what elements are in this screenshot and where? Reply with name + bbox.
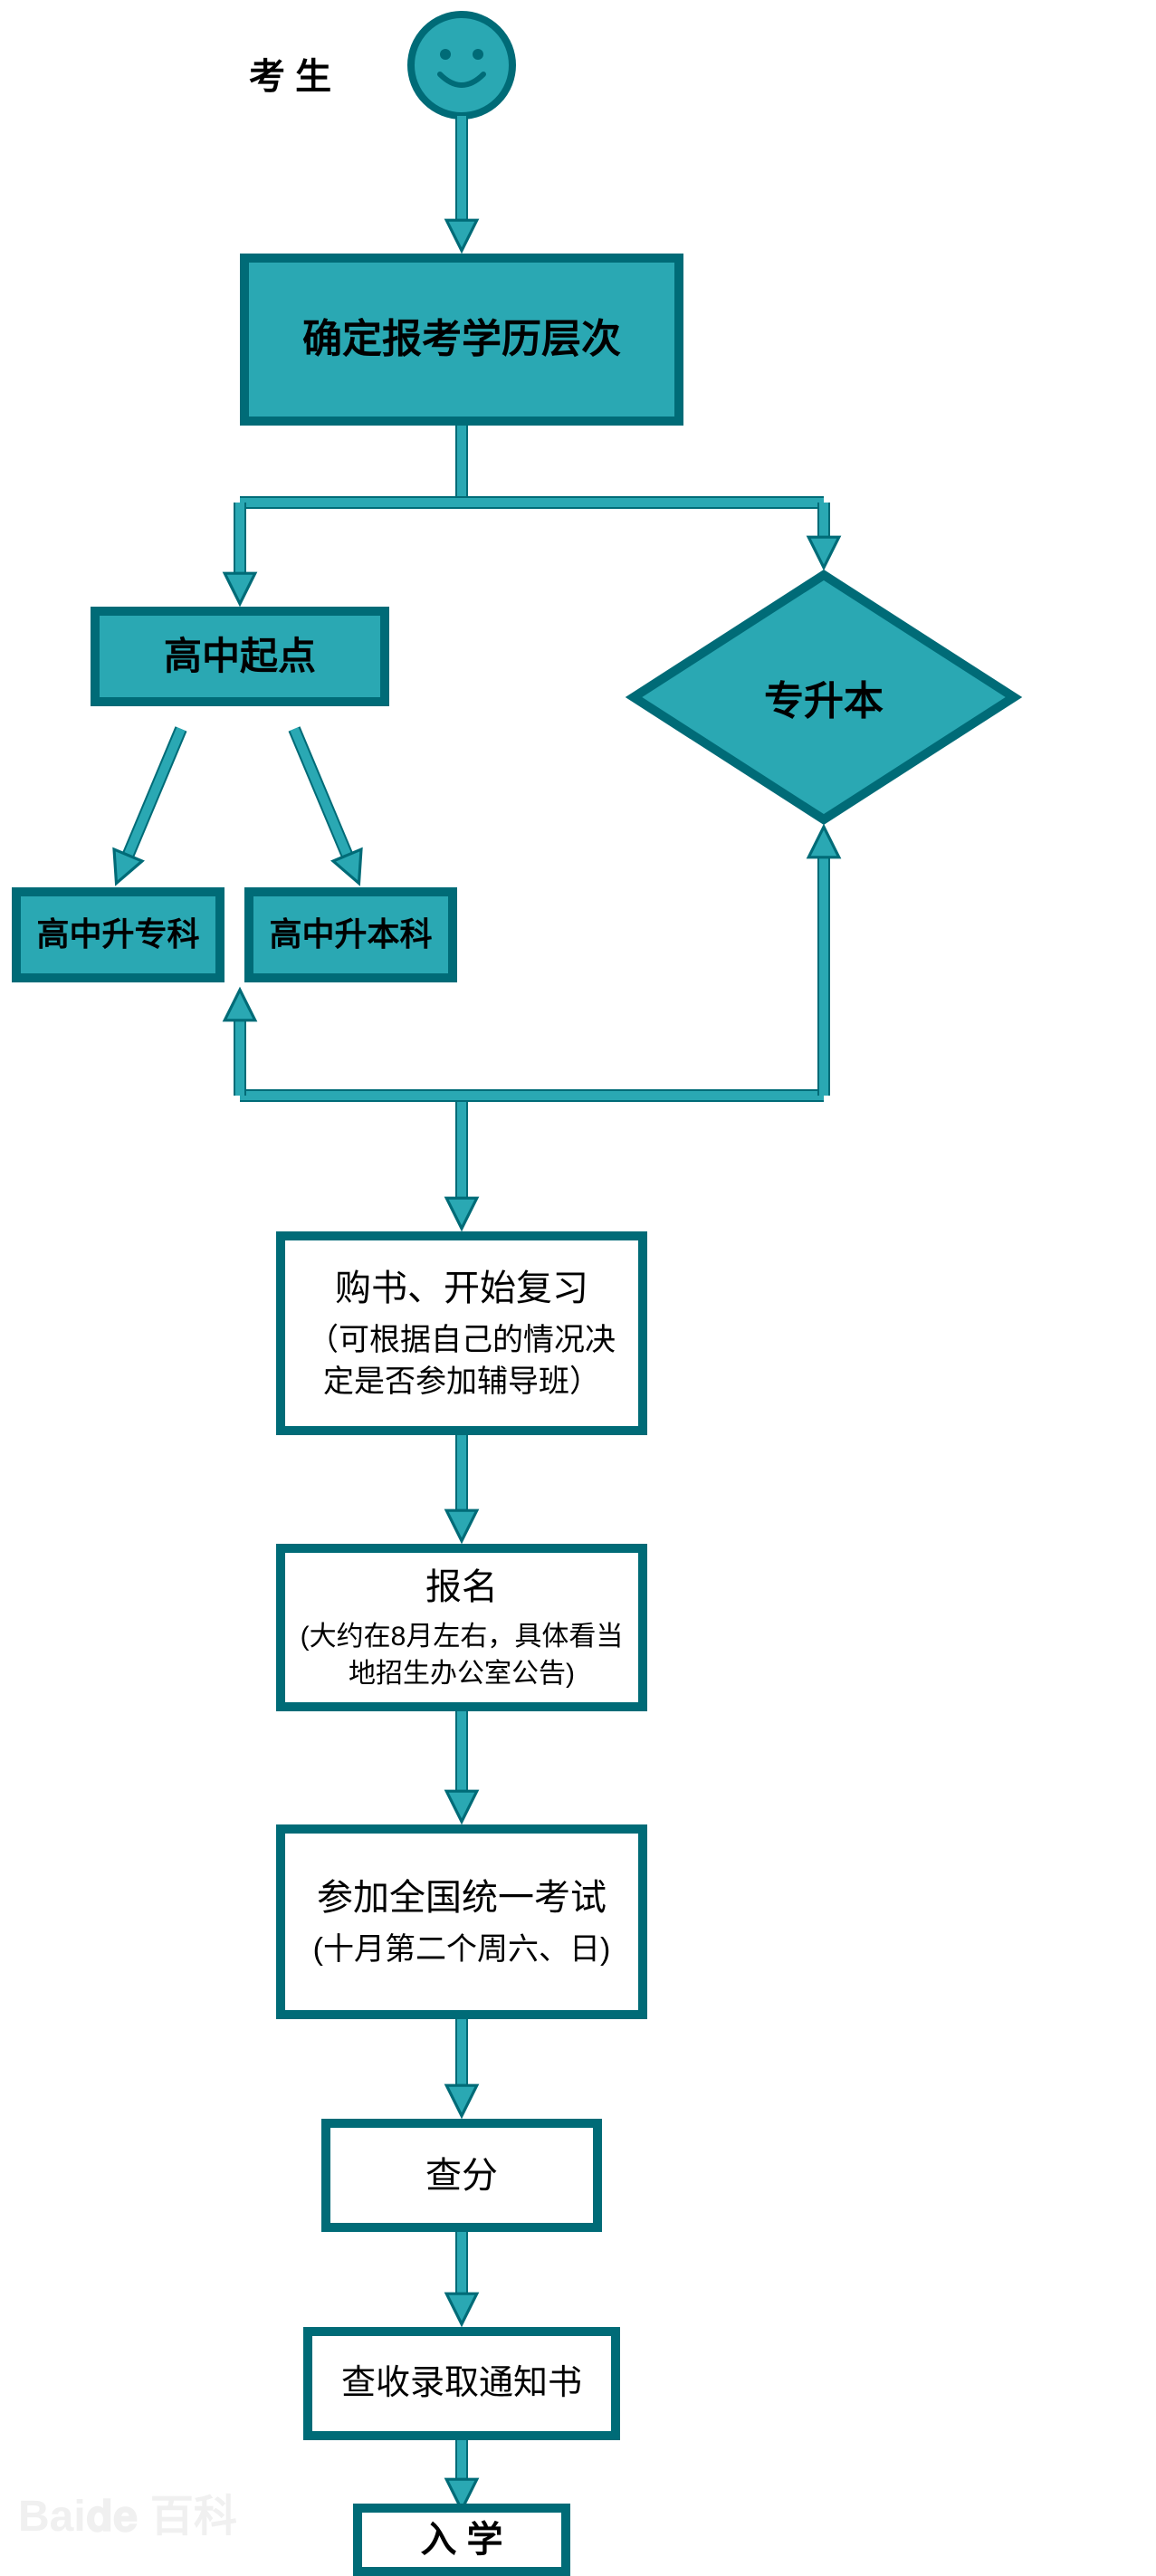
- node-hs-to-associate: 高中升专科: [16, 892, 220, 978]
- flowchart-canvas: { "type": "flowchart", "background_color…: [0, 0, 1156, 2576]
- node-register: 报名 (大约在8月左右，具体看当地招生办公室公告): [281, 1548, 643, 1707]
- node-title: 高中升专科: [36, 913, 199, 957]
- node-title: 参加全国统一考试: [317, 1873, 607, 1922]
- node-buy-books-review: 购书、开始复习 （可根据自己的情况决定是否参加辅导班）: [281, 1236, 643, 1431]
- node-subtitle: （可根据自己的情况决定是否参加辅导班）: [293, 1320, 630, 1403]
- start-label: 考 生: [249, 53, 331, 101]
- node-zhuanshengben: 专升本: [634, 575, 1014, 819]
- node-title: 查分: [425, 2151, 498, 2200]
- node-title: 入 学: [420, 2515, 502, 2564]
- node-title: 购书、开始复习: [335, 1264, 588, 1313]
- node-check-score: 查分: [326, 2123, 597, 2227]
- node-take-exam: 参加全国统一考试 (十月第二个周六、日): [281, 1829, 643, 2015]
- watermark: Bai𝐝𝐞 百科: [18, 2488, 237, 2547]
- node-title: 查收录取通知书: [341, 2361, 582, 2407]
- node-receive-admission: 查收录取通知书: [308, 2332, 616, 2436]
- node-enroll: 入 学: [358, 2508, 566, 2571]
- node-title: 确定报考学历层次: [302, 312, 621, 366]
- node-determine-level: 确定报考学历层次: [244, 258, 679, 421]
- node-title: 高中起点: [164, 631, 316, 683]
- node-highschool-start: 高中起点: [95, 611, 385, 702]
- node-hs-to-bachelor: 高中升本科: [249, 892, 453, 978]
- node-subtitle: (十月第二个周六、日): [313, 1930, 611, 1971]
- node-title: 报名: [425, 1563, 498, 1612]
- node-subtitle: (大约在8月左右，具体看当地招生办公室公告): [293, 1619, 630, 1692]
- node-title: 高中升本科: [269, 913, 432, 957]
